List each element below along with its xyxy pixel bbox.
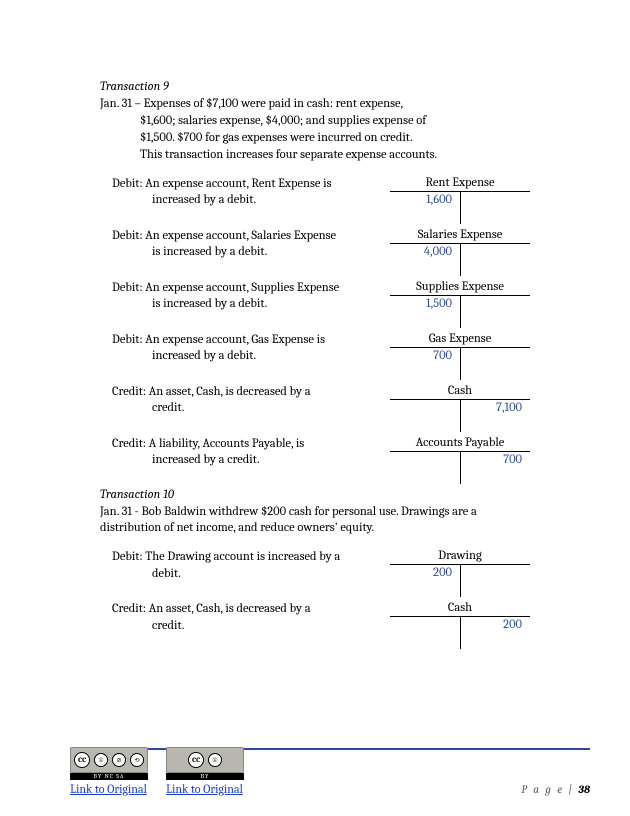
t-account: Cash200 [390,601,530,635]
t-account: Drawing200 [390,549,530,583]
debit-amount: 1,600 [390,192,460,210]
t-account: Cash7,100 [390,384,530,418]
entry-description: Debit: An expense account, Rent Expense … [100,176,362,210]
transaction-10-description: Jan. 31 - Bob Baldwin withdrew $200 cash… [100,504,530,538]
desc-line: $1,500. $700 for gas expenses were incur… [140,131,413,145]
account-name: Supplies Expense [390,280,530,296]
t-account-divider [460,192,461,224]
ledger-entry: Debit: An expense account, Salaries Expe… [100,228,530,262]
ledger-entry: Debit: An expense account, Gas Expense i… [100,332,530,366]
desc-line: $1,600; salaries expense, $4,000; and su… [140,114,426,128]
credit-amount [460,296,530,314]
desc-line: This transaction increases four separate… [140,148,437,162]
account-name: Drawing [390,549,530,565]
t-account-divider [460,400,461,432]
entry-description: Debit: The Drawing account is increased … [100,549,362,583]
credit-amount: 7,100 [460,400,530,418]
cc-by-nc-sa-icon: cc ① ⊘ ⟲ [70,747,148,773]
transaction-9-description: Jan. 31 – Expenses of $7,100 were paid i… [100,96,530,164]
t-account-divider [460,348,461,380]
transaction-9-title: Transaction 9 [100,80,530,94]
t-account-divider [460,244,461,276]
link-to-original[interactable]: Link to Original [70,782,148,796]
link-to-original[interactable]: Link to Original [166,782,244,796]
entry-description: Credit: An asset, Cash, is decreased by … [100,601,362,635]
ledger-entry: Credit: A liability, Accounts Payable, i… [100,436,530,470]
cc-license-block: cc ① BY Link to Original [166,747,244,796]
ledger-entry: Credit: An asset, Cash, is decreased by … [100,384,530,418]
account-name: Rent Expense [390,176,530,192]
page-footer: cc ① ⊘ ⟲ BY NC SA Link to Original cc ① … [70,747,590,796]
debit-amount: 700 [390,348,460,366]
desc-line: Jan. 31 – Expenses of $7,100 were paid i… [100,97,403,111]
credit-amount [460,192,530,210]
t-account-divider [460,452,461,484]
debit-amount: 4,000 [390,244,460,262]
ledger-entry: Debit: An expense account, Rent Expense … [100,176,530,210]
account-name: Cash [390,384,530,400]
account-name: Gas Expense [390,332,530,348]
t-account-divider [460,565,461,597]
entry-description: Debit: An expense account, Salaries Expe… [100,228,362,262]
ledger-entry: Debit: An expense account, Supplies Expe… [100,280,530,314]
ledger-entry: Credit: An asset, Cash, is decreased by … [100,601,530,635]
page-content: Transaction 9 Jan. 31 – Expenses of $7,1… [100,80,530,635]
debit-amount [390,400,460,418]
credit-amount [460,244,530,262]
debit-amount [390,452,460,470]
page-number: P a g e | 38 [521,783,590,796]
t-account: Salaries Expense4,000 [390,228,530,262]
credit-amount: 200 [460,617,530,635]
ledger-entry: Debit: The Drawing account is increased … [100,549,530,583]
debit-amount: 1,500 [390,296,460,314]
t-account: Accounts Payable700 [390,436,530,470]
entry-description: Credit: A liability, Accounts Payable, i… [100,436,362,470]
credit-amount [460,348,530,366]
t-account-divider [460,296,461,328]
account-name: Salaries Expense [390,228,530,244]
entry-description: Debit: An expense account, Supplies Expe… [100,280,362,314]
entry-description: Credit: An asset, Cash, is decreased by … [100,384,362,418]
credit-amount [460,565,530,583]
credit-amount: 700 [460,452,530,470]
debit-amount: 200 [390,565,460,583]
t-account: Rent Expense1,600 [390,176,530,210]
debit-amount [390,617,460,635]
cc-license-block: cc ① ⊘ ⟲ BY NC SA Link to Original [70,747,148,796]
t-account: Gas Expense700 [390,332,530,366]
entry-description: Debit: An expense account, Gas Expense i… [100,332,362,366]
transaction-10-title: Transaction 10 [100,488,530,502]
cc-by-icon: cc ① [166,747,244,773]
account-name: Cash [390,601,530,617]
account-name: Accounts Payable [390,436,530,452]
t-account: Supplies Expense1,500 [390,280,530,314]
t-account-divider [460,617,461,649]
